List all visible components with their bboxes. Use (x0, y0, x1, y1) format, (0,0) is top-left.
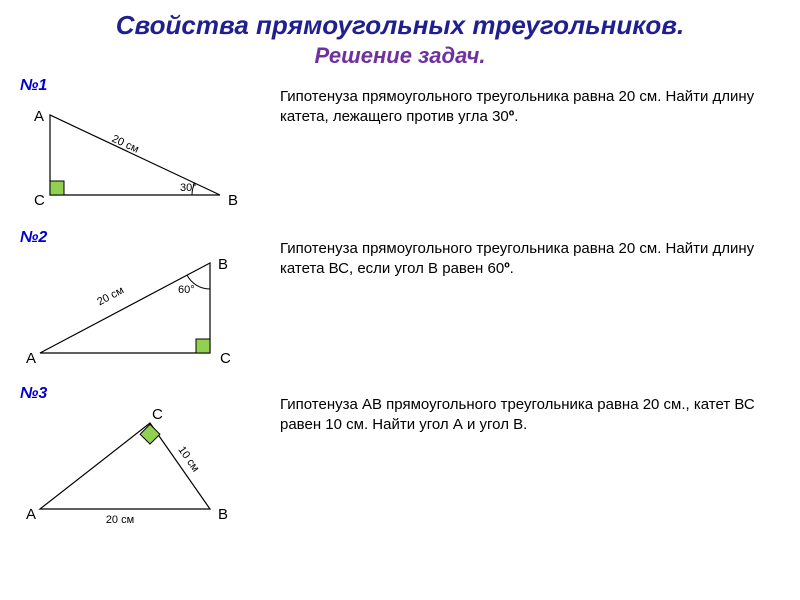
triangle-diagram: 10 см 20 см C A B (20, 405, 260, 531)
vertex-label: C (152, 406, 163, 423)
vertex-label: B (218, 506, 228, 523)
problem-left: №3 10 см 20 см C A B (20, 385, 280, 531)
vertex-label: C (34, 192, 45, 209)
vertex-label: A (26, 506, 36, 523)
problem-number: №2 (20, 229, 280, 247)
vertex-label: A (26, 350, 36, 367)
problem-description: Гипотенуза АВ прямоугольного треугольник… (280, 385, 780, 434)
problems-container: №1 30° 20 см A C B Гипотенуза прямоугольного т… (20, 77, 780, 531)
problem-number: №3 (20, 385, 280, 403)
edge-label: 20 см (110, 133, 141, 156)
vertex-label: B (218, 256, 228, 273)
problem-left: №2 60° 20 см B A C (20, 229, 280, 371)
page-subtitle: Решение задач. (20, 43, 780, 69)
problem-row: №2 60° 20 см B A C Гипотенуза прямоугольного т… (20, 229, 780, 371)
problem-number: №1 (20, 77, 280, 95)
problem-row: №3 10 см 20 см C A B Гипотенуза АВ прямоугольн… (20, 385, 780, 531)
problem-left: №1 30° 20 см A C B (20, 77, 280, 215)
edge-label: 10 см (175, 444, 201, 474)
vertex-label: B (228, 192, 238, 209)
edge-label: 20 см (106, 514, 134, 526)
problem-description: Гипотенуза прямоугольного треугольника р… (280, 77, 780, 126)
triangle-diagram: 60° 20 см B A C (20, 249, 260, 371)
problem-description: Гипотенуза прямоугольного треугольника р… (280, 229, 780, 278)
vertex-label: C (220, 350, 231, 367)
page-title: Свойства прямоугольных треугольников. (20, 10, 780, 41)
vertex-label: A (34, 108, 44, 125)
angle-label: 30° (180, 182, 197, 194)
angle-label: 60° (178, 284, 195, 296)
problem-row: №1 30° 20 см A C B Гипотенуза прямоугольного т… (20, 77, 780, 215)
edge-label: 20 см (95, 284, 126, 308)
triangle-diagram: 30° 20 см A C B (20, 97, 260, 215)
